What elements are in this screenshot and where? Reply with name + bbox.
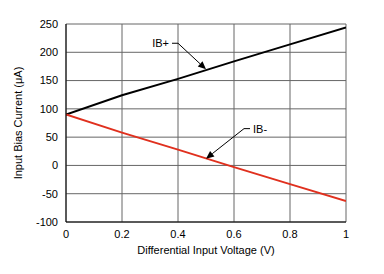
svg-text:1: 1 — [343, 228, 349, 240]
svg-text:Input Bias Current (μA): Input Bias Current (μA) — [12, 67, 24, 180]
svg-text:0.6: 0.6 — [226, 228, 241, 240]
svg-text:IB+: IB+ — [152, 37, 169, 49]
svg-text:250: 250 — [40, 18, 58, 30]
svg-text:0.2: 0.2 — [114, 228, 129, 240]
svg-text:-100: -100 — [36, 216, 58, 228]
svg-text:0: 0 — [63, 228, 69, 240]
svg-text:0: 0 — [52, 159, 58, 171]
svg-text:0.4: 0.4 — [170, 228, 185, 240]
svg-text:Differential Input Voltage (V): Differential Input Voltage (V) — [137, 244, 274, 256]
svg-text:200: 200 — [40, 46, 58, 58]
svg-text:100: 100 — [40, 103, 58, 115]
svg-text:50: 50 — [46, 131, 58, 143]
svg-text:150: 150 — [40, 74, 58, 86]
svg-text:0.8: 0.8 — [282, 228, 297, 240]
svg-text:-50: -50 — [42, 188, 58, 200]
svg-text:IB-: IB- — [253, 123, 267, 135]
